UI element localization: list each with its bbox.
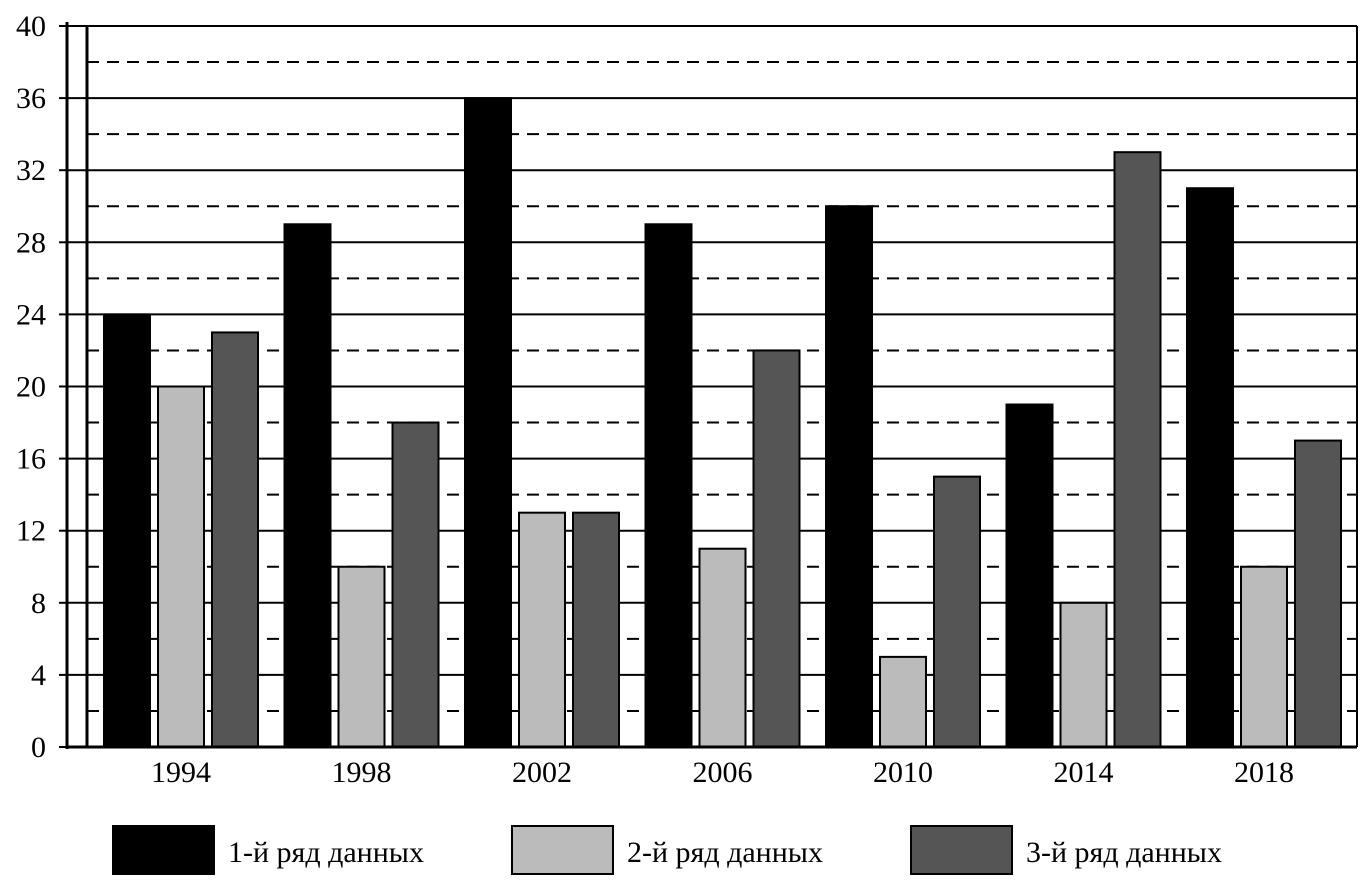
y-tick-label: 36 [16, 82, 46, 115]
bar-series-1 [644, 223, 693, 748]
y-tick-labels: 0 4 8 12 16 20 24 28 32 36 40 [16, 10, 46, 764]
y-tick-label: 28 [16, 226, 46, 259]
x-tick-label: 2002 [512, 756, 572, 789]
bar-series-1 [1186, 187, 1234, 749]
x-tick-label: 1998 [332, 756, 392, 789]
bar-series-2 [518, 511, 566, 748]
bar-series-1 [103, 313, 151, 748]
y-tick-label: 4 [31, 659, 46, 692]
y-tick-label: 16 [16, 443, 46, 476]
x-tick-label: 2014 [1054, 756, 1114, 789]
legend-swatch-3 [910, 825, 1013, 875]
axes [59, 22, 1358, 749]
y-tick-label: 12 [16, 515, 46, 548]
bar-series-1 [825, 205, 873, 748]
bar-series-2 [1240, 565, 1288, 748]
legend-label-2: 2-й ряд данных [627, 836, 823, 869]
bar-series-1 [464, 97, 512, 749]
legend-label-1: 1-й ряд данных [228, 836, 424, 869]
y-tick-label: 0 [31, 731, 46, 764]
bar-series-3 [1113, 151, 1162, 749]
bar-series-2 [879, 655, 927, 748]
legend-swatch-1 [112, 825, 215, 875]
y-tick-label: 24 [16, 298, 46, 331]
bar-series-3 [933, 475, 981, 748]
bar-series-2 [698, 547, 747, 748]
bar-series-3 [1294, 439, 1342, 748]
x-tick-label: 1994 [151, 756, 211, 789]
bars [103, 97, 1342, 749]
y-tick-label: 32 [16, 154, 46, 187]
x-tick-label: 2006 [693, 756, 753, 789]
x-tick-label: 2010 [873, 756, 933, 789]
legend: 1-й ряд данных 2-й ряд данных 3-й ряд данн… [112, 825, 1222, 875]
x-tick-label: 2018 [1234, 756, 1294, 789]
bar-series-2 [157, 385, 205, 748]
bar-series-3 [752, 349, 801, 748]
bar-series-2 [1059, 601, 1108, 748]
y-tick-label: 40 [16, 10, 46, 43]
legend-swatch-2 [511, 825, 614, 875]
bar-series-1 [1005, 403, 1054, 748]
bar-series-3 [572, 511, 620, 748]
y-tick-label: 8 [31, 587, 46, 620]
bar-series-2 [337, 565, 386, 748]
legend-label-3: 3-й ряд данных [1026, 836, 1222, 869]
bar-series-3 [391, 421, 440, 748]
bar-series-1 [283, 223, 332, 748]
x-tick-labels: 1994 1998 2002 2006 2010 2014 2018 [151, 756, 1294, 789]
y-tick-label: 20 [16, 371, 46, 404]
bar-series-3 [211, 331, 259, 748]
